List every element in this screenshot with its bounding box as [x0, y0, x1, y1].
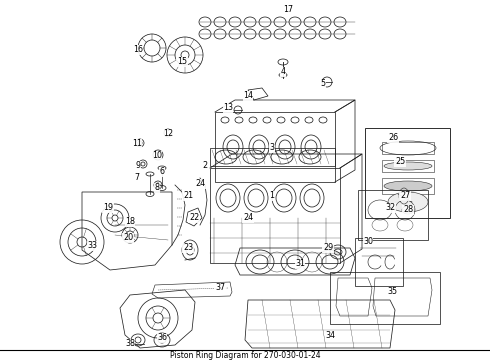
Text: 24: 24	[195, 180, 205, 189]
Text: 26: 26	[388, 134, 398, 143]
Bar	[330, 272, 440, 324]
Text: 29: 29	[323, 243, 333, 252]
Text: 8: 8	[154, 184, 160, 193]
Text: 20: 20	[123, 234, 133, 243]
Bar	[210, 168, 340, 263]
Text: 38: 38	[125, 339, 135, 348]
Ellipse shape	[384, 181, 432, 191]
Text: 33: 33	[87, 242, 97, 251]
Bar	[365, 128, 450, 218]
Text: 12: 12	[163, 130, 173, 139]
Text: 16: 16	[133, 45, 143, 54]
Text: 35: 35	[387, 288, 397, 297]
Text: 5: 5	[320, 80, 325, 89]
Text: 28: 28	[403, 206, 413, 215]
Text: 36: 36	[157, 333, 167, 342]
Text: 27: 27	[400, 192, 410, 201]
Text: 34: 34	[325, 332, 335, 341]
Text: 6: 6	[160, 167, 165, 176]
Text: 22: 22	[189, 213, 199, 222]
Ellipse shape	[384, 162, 432, 170]
Text: 37: 37	[215, 284, 225, 292]
Text: 24: 24	[243, 213, 253, 222]
Bar	[355, 238, 403, 286]
Text: Piston Ring Diagram for 270-030-01-24: Piston Ring Diagram for 270-030-01-24	[170, 351, 320, 360]
Text: 14: 14	[243, 91, 253, 100]
Text: 17: 17	[283, 5, 293, 14]
Text: 11: 11	[132, 139, 142, 148]
Text: 13: 13	[223, 104, 233, 112]
Bar	[215, 112, 335, 182]
Text: 15: 15	[177, 58, 187, 67]
Ellipse shape	[388, 192, 428, 212]
Text: 32: 32	[385, 203, 395, 212]
Bar	[358, 190, 428, 240]
Text: 23: 23	[183, 243, 193, 252]
Text: 31: 31	[295, 260, 305, 269]
Text: 7: 7	[134, 174, 140, 183]
Text: 19: 19	[103, 203, 113, 212]
Text: 18: 18	[125, 217, 135, 226]
Bar	[210, 148, 335, 166]
Text: 4: 4	[280, 68, 286, 77]
Bar	[382, 142, 434, 154]
Text: 30: 30	[363, 238, 373, 247]
Text: 25: 25	[395, 158, 405, 166]
Text: 9: 9	[135, 162, 141, 171]
Text: 21: 21	[183, 192, 193, 201]
Text: 2: 2	[202, 162, 208, 171]
Text: 10: 10	[152, 152, 162, 161]
Text: 3: 3	[270, 144, 274, 153]
Text: 1: 1	[270, 192, 274, 201]
Bar	[382, 160, 434, 172]
Bar	[382, 178, 434, 194]
